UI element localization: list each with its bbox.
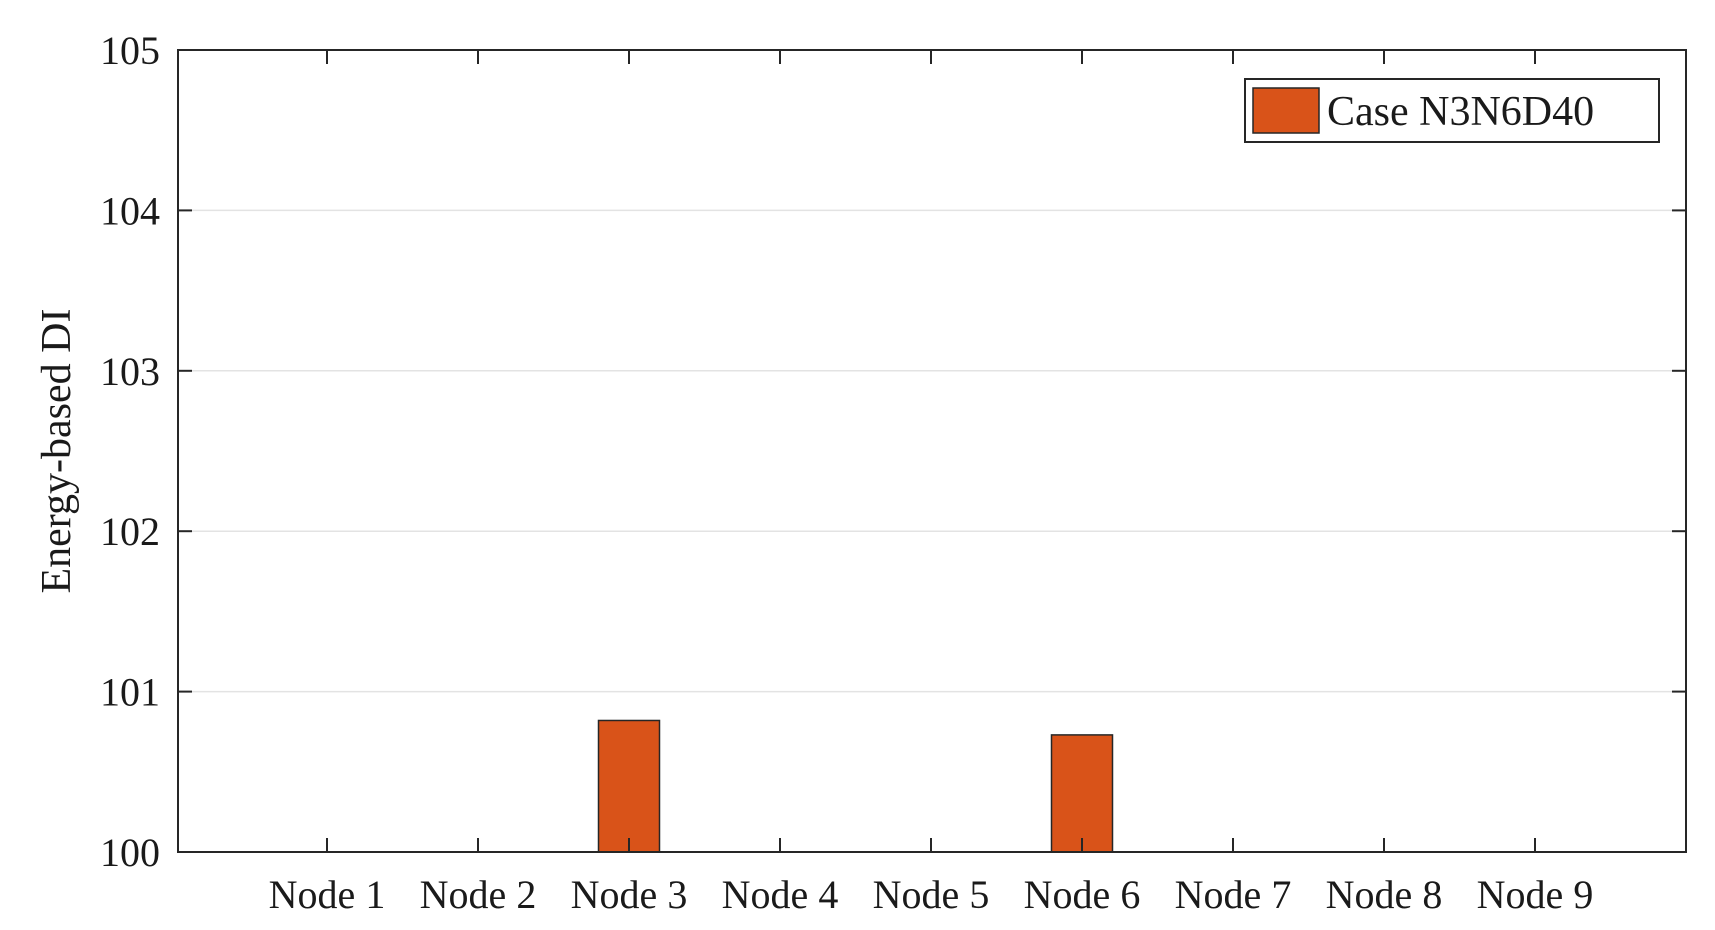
- y-tick-label: 103: [100, 349, 160, 394]
- y-tick-label: 101: [100, 670, 160, 715]
- x-tick-label: Node 5: [873, 872, 990, 917]
- bar: [597, 719, 661, 853]
- x-tick-label: Node 1: [269, 872, 386, 917]
- x-tick-label: Node 8: [1326, 872, 1443, 917]
- x-tick-label: Node 9: [1477, 872, 1594, 917]
- y-tick-label: 100: [100, 830, 160, 875]
- legend-entry-label: Case N3N6D40: [1327, 89, 1594, 135]
- axis-ticks: [178, 49, 1686, 853]
- legend-swatch: [1252, 87, 1320, 134]
- legend: Case N3N6D40: [1244, 78, 1660, 143]
- y-tick-label: 105: [100, 28, 160, 73]
- x-axis-tick-labels: Node 1 Node 2 Node 3 Node 4 Node 5 Node 6 Node…: [269, 872, 1594, 917]
- y-tick-label: 104: [100, 188, 160, 233]
- x-tick-label: Node 3: [571, 872, 688, 917]
- x-tick-label: Node 2: [420, 872, 537, 917]
- gridlines: [178, 209, 1686, 693]
- y-tick-label: 102: [100, 509, 160, 554]
- y-axis-label: Energy-based DI: [34, 309, 80, 594]
- x-tick-label: Node 6: [1024, 872, 1141, 917]
- x-tick-label: Node 4: [722, 872, 839, 917]
- bar: [1050, 734, 1114, 853]
- y-axis-tick-labels: 100 101 102 103 104 105: [100, 28, 160, 875]
- x-tick-label: Node 7: [1175, 872, 1292, 917]
